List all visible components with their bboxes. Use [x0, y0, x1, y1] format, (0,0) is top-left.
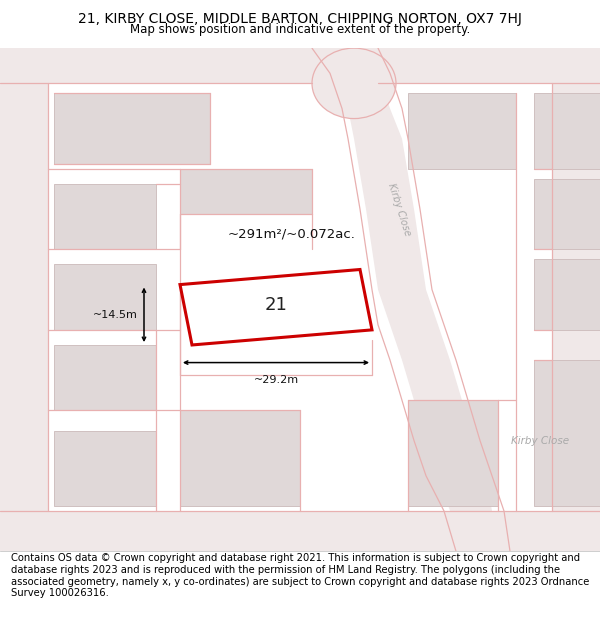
Text: ~291m²/~0.072ac.: ~291m²/~0.072ac.	[228, 228, 356, 241]
Polygon shape	[552, 48, 600, 551]
Text: ~14.5m: ~14.5m	[93, 310, 138, 320]
Polygon shape	[54, 264, 156, 330]
Polygon shape	[204, 279, 342, 340]
Polygon shape	[54, 345, 156, 411]
Polygon shape	[54, 184, 156, 249]
Polygon shape	[408, 93, 516, 169]
Polygon shape	[0, 511, 600, 551]
Polygon shape	[0, 48, 48, 551]
Polygon shape	[54, 93, 210, 164]
Polygon shape	[534, 179, 600, 249]
Polygon shape	[54, 431, 156, 506]
Polygon shape	[312, 48, 498, 551]
Text: 21, KIRBY CLOSE, MIDDLE BARTON, CHIPPING NORTON, OX7 7HJ: 21, KIRBY CLOSE, MIDDLE BARTON, CHIPPING…	[78, 12, 522, 26]
Polygon shape	[180, 269, 372, 345]
Circle shape	[312, 48, 396, 119]
Polygon shape	[0, 48, 600, 83]
Text: 21: 21	[265, 296, 287, 314]
Text: Kirby Close: Kirby Close	[511, 436, 569, 446]
Text: ~29.2m: ~29.2m	[253, 375, 299, 385]
Polygon shape	[408, 400, 498, 506]
Text: Map shows position and indicative extent of the property.: Map shows position and indicative extent…	[130, 23, 470, 36]
Polygon shape	[534, 360, 600, 506]
Polygon shape	[180, 169, 312, 214]
Polygon shape	[534, 93, 600, 169]
Polygon shape	[180, 411, 300, 506]
Text: Contains OS data © Crown copyright and database right 2021. This information is : Contains OS data © Crown copyright and d…	[11, 554, 589, 598]
Text: Kirby Close: Kirby Close	[386, 181, 412, 237]
Polygon shape	[534, 259, 600, 330]
